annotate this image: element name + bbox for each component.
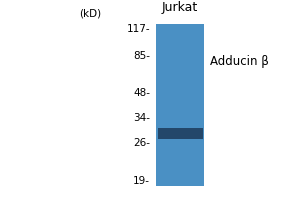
Text: Jurkat: Jurkat [162,1,198,14]
Text: Adducin β: Adducin β [210,54,269,68]
Text: 117-: 117- [126,24,150,34]
Text: 48-: 48- [133,88,150,98]
Text: 85-: 85- [133,51,150,61]
Text: (kD): (kD) [79,8,101,18]
Bar [156,24,204,186]
Text: 34-: 34- [133,113,150,123]
Text: 19-: 19- [133,176,150,186]
Bar [158,128,202,139]
Text: 26-: 26- [133,138,150,148]
